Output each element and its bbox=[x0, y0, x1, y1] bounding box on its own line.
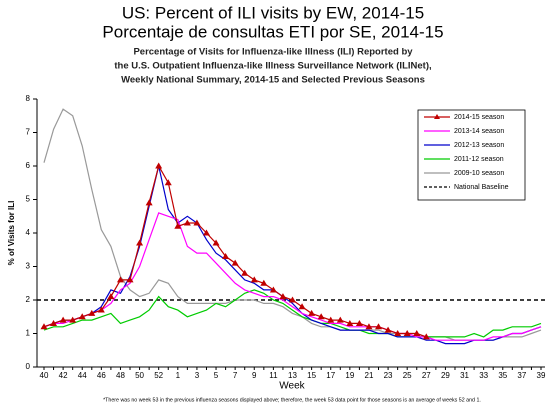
point-marker bbox=[384, 326, 392, 333]
x-tick-label: 44 bbox=[78, 371, 87, 380]
point-marker bbox=[289, 296, 296, 303]
point-marker bbox=[164, 179, 172, 186]
point-marker bbox=[269, 286, 277, 293]
y-tick-label: 2 bbox=[26, 295, 31, 304]
point-marker bbox=[222, 252, 230, 259]
point-marker bbox=[250, 276, 258, 283]
point-marker bbox=[298, 303, 306, 310]
x-axis-label: Week bbox=[279, 381, 305, 392]
point-marker bbox=[365, 323, 373, 330]
x-tick-label: 50 bbox=[135, 371, 144, 380]
legend-label: National Baseline bbox=[454, 184, 509, 191]
legend-label: 2013-14 season bbox=[454, 128, 504, 135]
point-marker bbox=[375, 323, 383, 330]
x-tick-label: 23 bbox=[384, 371, 393, 380]
y-axis-label: % of Visits for ILI bbox=[7, 201, 16, 266]
chart-title: Porcentaje de consultas ETI por SE, 2014… bbox=[102, 22, 443, 41]
x-tick-label: 35 bbox=[498, 371, 507, 380]
point-marker bbox=[59, 316, 67, 323]
legend-label: 2009-10 season bbox=[454, 170, 504, 177]
x-tick-label: 19 bbox=[345, 371, 354, 380]
x-tick-label: 21 bbox=[365, 371, 374, 380]
point-marker bbox=[327, 316, 335, 323]
point-marker bbox=[40, 323, 48, 330]
x-tick-label: 17 bbox=[326, 371, 335, 380]
x-tick-label: 5 bbox=[214, 371, 219, 380]
y-tick-label: 1 bbox=[26, 329, 31, 338]
legend-label: 2014-15 season bbox=[454, 114, 504, 121]
x-tick-label: 7 bbox=[233, 371, 238, 380]
point-marker bbox=[231, 259, 239, 266]
point-marker bbox=[107, 293, 115, 300]
point-marker bbox=[126, 276, 134, 283]
point-marker bbox=[336, 316, 344, 323]
x-tick-label: 39 bbox=[537, 371, 546, 380]
x-tick-label: 33 bbox=[479, 371, 488, 380]
x-tick-label: 13 bbox=[288, 371, 297, 380]
y-tick-label: 4 bbox=[26, 228, 31, 237]
legend-marker bbox=[434, 114, 440, 119]
x-tick-label: 3 bbox=[195, 371, 200, 380]
y-tick-label: 7 bbox=[26, 128, 31, 137]
legend-label: 2011-12 season bbox=[454, 156, 504, 163]
series-line bbox=[43, 289, 542, 338]
x-tick-label: 27 bbox=[422, 371, 431, 380]
point-marker bbox=[212, 239, 220, 246]
y-tick-label: 8 bbox=[26, 94, 31, 103]
point-marker bbox=[394, 330, 402, 336]
point-marker bbox=[174, 222, 182, 229]
point-marker bbox=[193, 219, 201, 226]
point-marker bbox=[116, 276, 124, 283]
point-marker bbox=[88, 309, 96, 316]
x-tick-label: 46 bbox=[97, 371, 106, 380]
point-marker bbox=[78, 313, 86, 320]
point-marker bbox=[403, 330, 411, 336]
x-tick-label: 9 bbox=[252, 371, 257, 380]
y-tick-label: 3 bbox=[26, 262, 31, 271]
legend-box bbox=[417, 109, 526, 201]
point-marker bbox=[422, 333, 430, 340]
legend-label: 2012-13 season bbox=[454, 142, 504, 149]
point-marker bbox=[241, 269, 249, 276]
point-marker bbox=[97, 306, 105, 313]
chart-subtitle: the U.S. Outpatient Influenza-like Illne… bbox=[114, 61, 431, 72]
y-tick-label: 5 bbox=[26, 195, 31, 204]
point-marker bbox=[50, 319, 58, 326]
point-marker bbox=[308, 309, 316, 316]
point-marker bbox=[183, 219, 191, 226]
x-tick-label: 48 bbox=[116, 371, 125, 380]
x-tick-label: 25 bbox=[403, 371, 412, 380]
point-marker bbox=[346, 319, 354, 326]
x-tick-label: 15 bbox=[307, 371, 316, 380]
x-tick-label: 52 bbox=[154, 371, 163, 380]
x-tick-label: 42 bbox=[59, 371, 68, 380]
point-marker bbox=[136, 239, 144, 246]
point-marker bbox=[69, 316, 77, 323]
point-marker bbox=[155, 162, 163, 169]
point-marker bbox=[355, 319, 363, 326]
y-tick-label: 0 bbox=[26, 362, 31, 371]
point-marker bbox=[202, 229, 210, 236]
chart-title: US: Percent of ILI visits by EW, 2014-15 bbox=[122, 3, 424, 22]
point-marker bbox=[413, 330, 421, 336]
point-marker bbox=[260, 279, 268, 286]
point-marker bbox=[317, 313, 325, 320]
x-tick-label: 1 bbox=[176, 371, 181, 380]
chart-subtitle: Weekly National Summary, 2014-15 and Sel… bbox=[121, 75, 425, 86]
point-marker bbox=[145, 199, 153, 206]
x-tick-label: 31 bbox=[460, 371, 469, 380]
y-tick-label: 6 bbox=[26, 161, 31, 170]
x-tick-label: 37 bbox=[517, 371, 526, 380]
series-line bbox=[43, 212, 542, 341]
point-marker bbox=[279, 293, 287, 300]
x-tick-label: 11 bbox=[269, 371, 278, 380]
footnote: *There was no week 53 in the previous in… bbox=[103, 397, 481, 403]
x-tick-label: 29 bbox=[441, 371, 450, 380]
chart-subtitle: Percentage of Visits for Influenza-like … bbox=[133, 47, 413, 58]
x-tick-label: 40 bbox=[40, 371, 49, 380]
